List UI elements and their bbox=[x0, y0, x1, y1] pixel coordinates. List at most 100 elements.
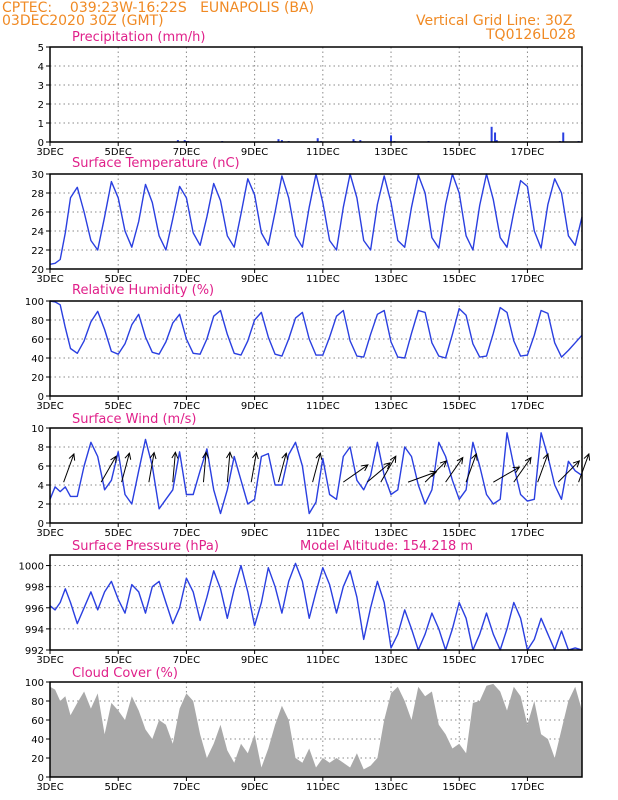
wind-y-tick-label: 0 bbox=[38, 519, 44, 530]
humidity-y-tick-label: 100 bbox=[25, 297, 44, 308]
precipitation-bar bbox=[316, 138, 319, 142]
humidity-x-tick-label: 17DEC bbox=[511, 401, 545, 412]
wind-arrow-head bbox=[542, 452, 550, 461]
temperature-y-tick-label: 28 bbox=[31, 189, 44, 200]
humidity-x-tick-label: 7DEC bbox=[173, 401, 200, 412]
temperature-x-tick-label: 11DEC bbox=[306, 274, 340, 285]
temperature-y-tick-label: 26 bbox=[31, 208, 44, 219]
wind-x-tick-label: 9DEC bbox=[241, 528, 268, 539]
humidity-y-tick-label: 60 bbox=[31, 335, 44, 346]
wind-arrow bbox=[513, 457, 532, 483]
cloud-cover-x-tick-label: 11DEC bbox=[306, 782, 340, 793]
pressure-series-line bbox=[49, 562, 583, 651]
wind-arrow bbox=[493, 466, 520, 483]
wind-arrow bbox=[445, 457, 464, 483]
wind-arrow-head bbox=[252, 451, 259, 460]
precipitation-bar bbox=[562, 132, 565, 142]
wind-arrow-head bbox=[361, 464, 369, 472]
cloud-cover-x-tick-label: 7DEC bbox=[173, 782, 200, 793]
wind-arrow bbox=[100, 455, 117, 483]
wind-arrow bbox=[121, 453, 130, 483]
cloud-cover-x-tick-label: 17DEC bbox=[511, 782, 545, 793]
wind-arrow-head bbox=[429, 470, 438, 478]
temperature-x-tick-label: 17DEC bbox=[511, 274, 545, 285]
cloud-cover-x-tick-label: 13DEC bbox=[374, 782, 408, 793]
precipitation-x-tick-label: 7DEC bbox=[173, 147, 200, 158]
pressure-y-tick-label: 992 bbox=[25, 646, 44, 657]
precipitation-bar bbox=[490, 126, 493, 142]
precipitation-y-tick-label: 0 bbox=[38, 138, 44, 149]
wind-arrow-head bbox=[572, 460, 581, 468]
wind-arrow-head bbox=[389, 455, 397, 463]
precipitation-x-tick-label: 5DEC bbox=[105, 147, 132, 158]
wind-x-tick-label: 15DEC bbox=[442, 528, 476, 539]
precipitation-bar bbox=[495, 140, 498, 142]
wind-arrow bbox=[63, 453, 75, 483]
pressure-frame bbox=[49, 554, 583, 651]
header-init-time: 03DEC2020 30Z (GMT) bbox=[2, 13, 164, 29]
wind-arrow-head bbox=[110, 455, 117, 463]
pressure-x-tick-label: 11DEC bbox=[306, 655, 340, 666]
temperature-title: Surface Temperature (nC) bbox=[72, 156, 240, 171]
cloud-cover-y-tick-label: 20 bbox=[31, 754, 44, 765]
precipitation-bar bbox=[359, 140, 362, 142]
humidity-title: Relative Humidity (%) bbox=[72, 283, 215, 298]
wind-arrow-head bbox=[583, 452, 591, 461]
pressure-x-tick-label: 13DEC bbox=[374, 655, 408, 666]
cloud-cover-frame bbox=[49, 681, 583, 778]
wind-x-tick-label: 7DEC bbox=[173, 528, 200, 539]
wind-arrow-head bbox=[281, 452, 289, 460]
temperature-series-line bbox=[49, 173, 583, 265]
humidity-x-tick-label: 11DEC bbox=[306, 401, 340, 412]
wind-y-tick-label: 2 bbox=[38, 500, 44, 511]
precipitation-x-tick-label: 11DEC bbox=[306, 147, 340, 158]
pressure-y-tick-label: 994 bbox=[25, 625, 44, 636]
cloud-cover-y-tick-label: 40 bbox=[31, 735, 44, 746]
pressure-y-tick-label: 1000 bbox=[19, 562, 44, 573]
precipitation-frame bbox=[49, 46, 583, 143]
wind-arrow bbox=[278, 453, 287, 483]
wind-arrow bbox=[250, 452, 257, 483]
wind-x-tick-label: 5DEC bbox=[105, 528, 132, 539]
precipitation-x-tick-label: 17DEC bbox=[511, 147, 545, 158]
pressure-y-tick-label: 996 bbox=[25, 604, 44, 615]
wind-arrow bbox=[312, 453, 321, 483]
precipitation-x-tick-label: 3DEC bbox=[36, 147, 63, 158]
wind-arrow-head bbox=[315, 452, 323, 460]
wind-arrow bbox=[226, 452, 231, 483]
precipitation-bar bbox=[280, 140, 283, 142]
wind-x-tick-label: 17DEC bbox=[511, 528, 545, 539]
wind-arrow bbox=[424, 460, 447, 483]
wind-arrow-head bbox=[124, 452, 132, 460]
precipitation-y-tick-label: 5 bbox=[38, 43, 44, 54]
precipitation-y-tick-label: 3 bbox=[38, 81, 44, 92]
cloud-cover-y-tick-label: 80 bbox=[31, 697, 44, 708]
wind-arrow-head bbox=[68, 452, 76, 461]
temperature-y-tick-label: 30 bbox=[31, 170, 44, 181]
wind-arrow-head bbox=[383, 462, 391, 470]
wind-arrow-head bbox=[202, 451, 210, 459]
cloud-cover-title: Cloud Cover (%) bbox=[72, 666, 178, 681]
cloud-cover-y-tick-label: 0 bbox=[38, 773, 44, 784]
wind-arrow bbox=[578, 453, 590, 483]
wind-arrow-head bbox=[226, 451, 233, 459]
model-altitude-note: Model Altitude: 154.218 m bbox=[300, 539, 474, 554]
wind-arrow bbox=[172, 452, 176, 483]
humidity-x-tick-label: 9DEC bbox=[241, 401, 268, 412]
temperature-x-tick-label: 13DEC bbox=[374, 274, 408, 285]
temperature-frame bbox=[49, 173, 583, 270]
wind-arrow-head bbox=[512, 466, 521, 474]
header-model-id: TQ0126L028 bbox=[486, 27, 576, 43]
humidity-y-tick-label: 20 bbox=[31, 373, 44, 384]
humidity-x-tick-label: 15DEC bbox=[442, 401, 476, 412]
humidity-x-tick-label: 13DEC bbox=[374, 401, 408, 412]
wind-y-tick-label: 4 bbox=[38, 481, 44, 492]
wind-x-tick-label: 13DEC bbox=[374, 528, 408, 539]
precipitation-bar bbox=[352, 139, 355, 142]
temperature-x-tick-label: 3DEC bbox=[36, 274, 63, 285]
precipitation-y-tick-label: 4 bbox=[38, 62, 44, 73]
wind-arrow bbox=[202, 452, 207, 483]
wind-title: Surface Wind (m/s) bbox=[72, 412, 197, 427]
wind-arrow bbox=[465, 453, 477, 483]
